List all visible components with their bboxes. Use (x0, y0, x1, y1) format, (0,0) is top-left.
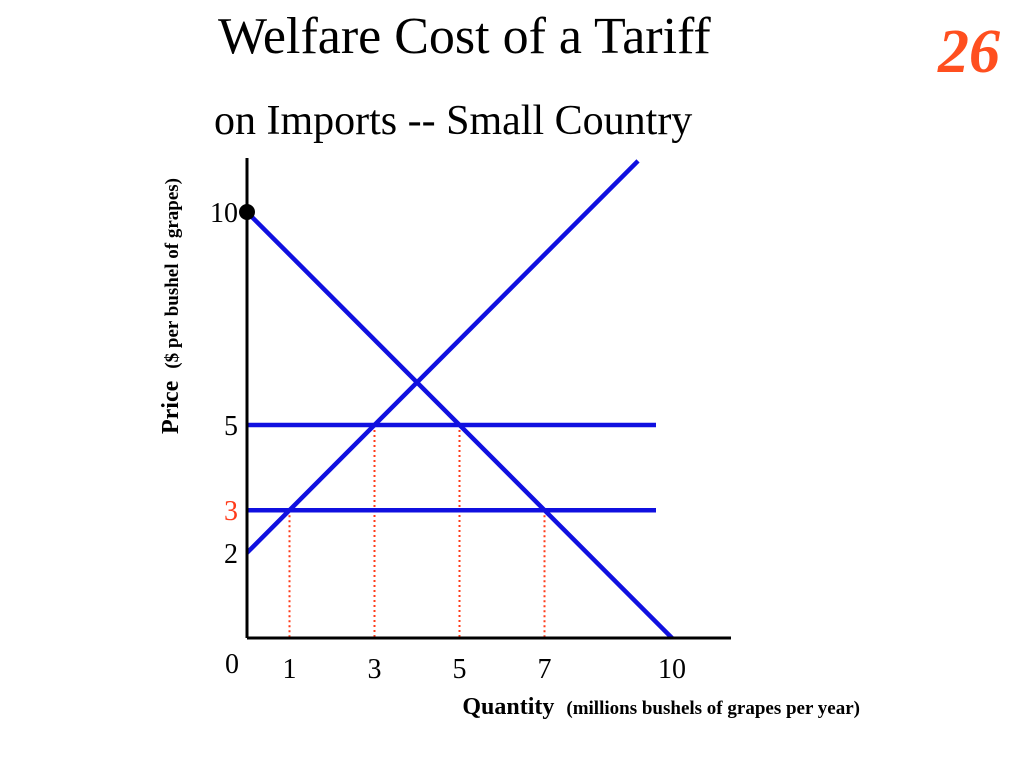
x-tick-label-7: 7 (538, 654, 552, 685)
y-axis-label-main: Price (158, 380, 184, 434)
y-tick-label-10: 10 (210, 198, 238, 229)
x-tick-label-3: 3 (368, 654, 382, 685)
demand-intercept-marker (239, 204, 255, 220)
page-title: Welfare Cost of a Tariff (218, 8, 711, 65)
x-axis-label-main: Quantity (462, 694, 554, 720)
y-tick-label-2: 2 (224, 539, 238, 570)
slide-number: 26 (938, 18, 1000, 86)
y-tick-label-3: 3 (224, 496, 238, 527)
y-tick-label-5: 5 (224, 411, 238, 442)
page-subtitle: on Imports -- Small Country (214, 98, 693, 144)
x-axis-label-unit: (millions bushels of grapes per year) (566, 698, 860, 719)
y-axis-label: Price ($ per bushel of grapes) (158, 178, 184, 434)
x-tick-label-1: 1 (283, 654, 297, 685)
origin-label: 0 (225, 649, 239, 680)
x-tick-label-10: 10 (658, 654, 686, 685)
y-axis-label-unit: ($ per bushel of grapes) (162, 178, 183, 369)
x-tick-label-5: 5 (453, 654, 467, 685)
x-axis-label: Quantity (millions bushels of grapes per… (462, 694, 860, 720)
supply-curve (245, 159, 640, 555)
